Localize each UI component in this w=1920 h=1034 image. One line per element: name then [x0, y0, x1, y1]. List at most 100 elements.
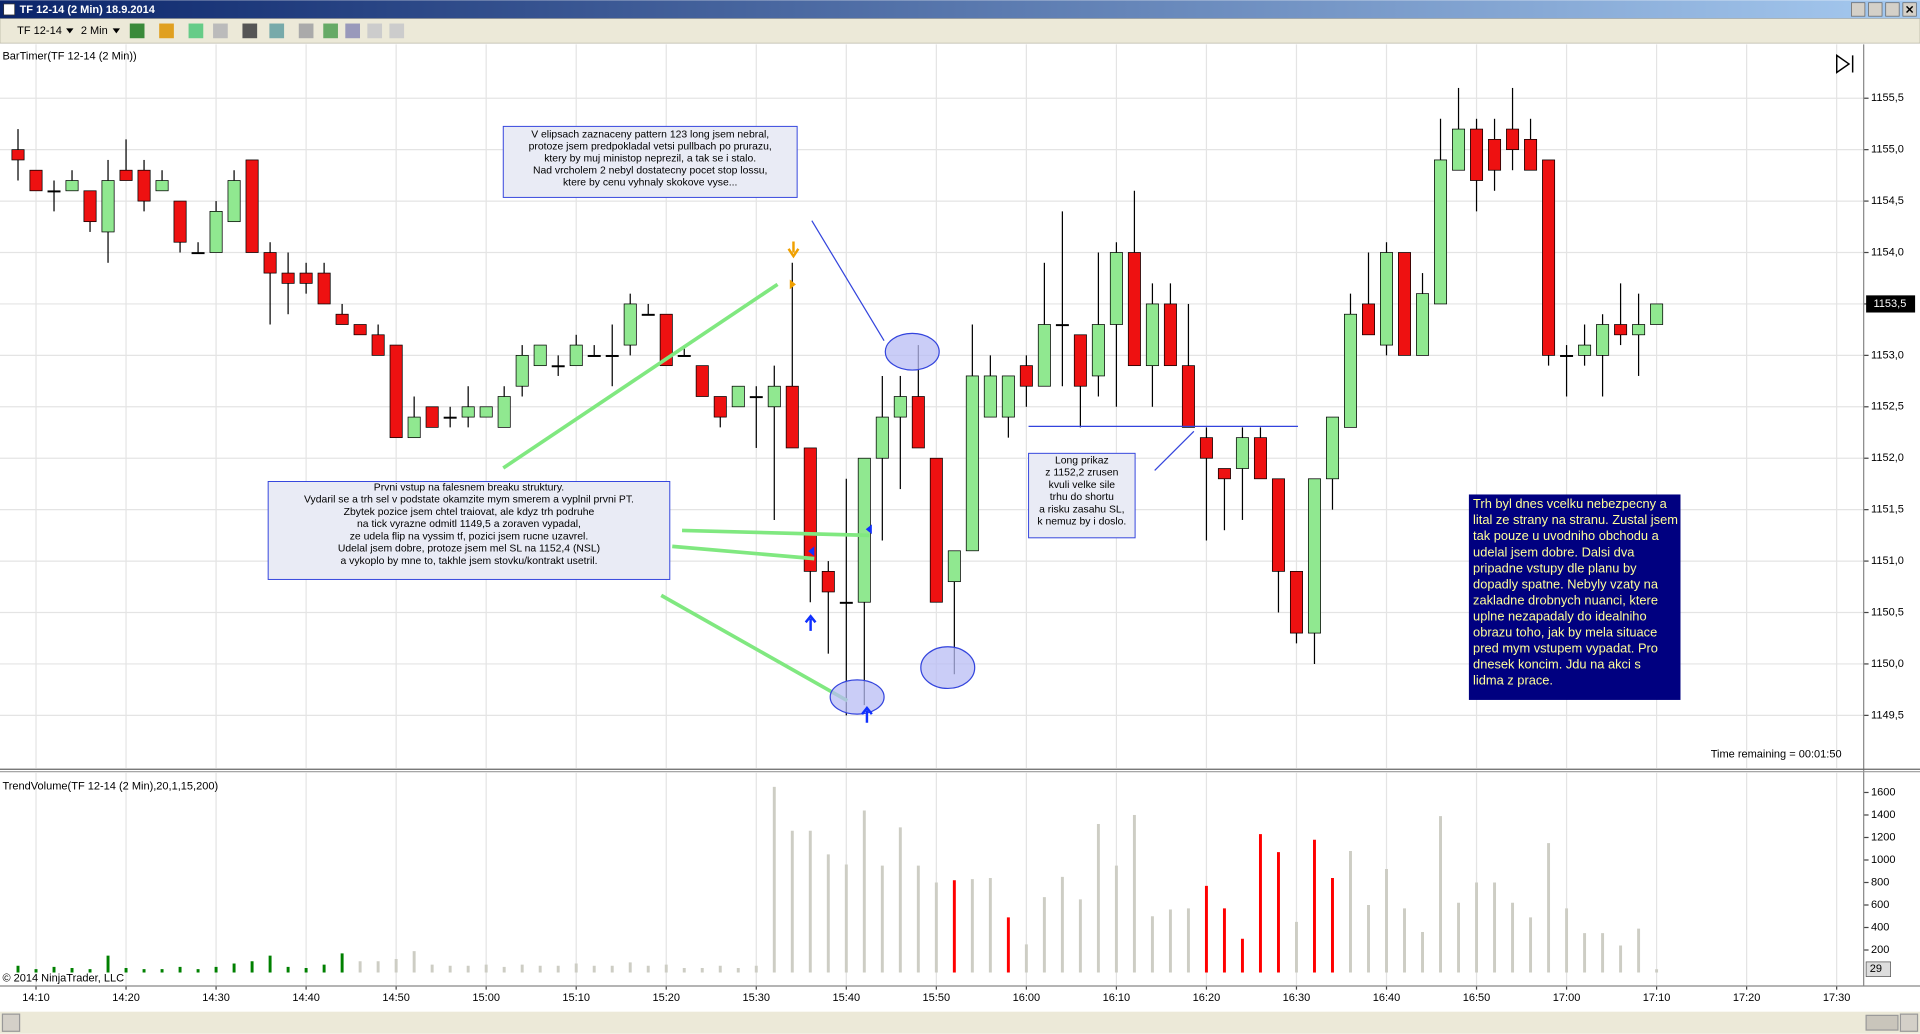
candle-body [929, 457, 943, 603]
volume-bar [214, 966, 218, 973]
candle-body [569, 344, 583, 367]
dropdown-arrow[interactable] [112, 28, 120, 34]
print-button[interactable] [367, 23, 383, 39]
crosshair-button[interactable] [242, 23, 258, 39]
y-tick-label: 400 [1871, 921, 1889, 933]
volume-bar [862, 810, 866, 973]
properties-button[interactable] [298, 23, 314, 39]
scroll-left-button[interactable] [1, 1013, 21, 1032]
y-tick-label: 1150,5 [1871, 606, 1904, 618]
copyright: © 2014 NinjaTrader, LLC [2, 973, 124, 985]
volume-bar [1637, 928, 1641, 973]
exit-marker [865, 524, 872, 535]
annotation-text: Udelal jsem dobre, protoze jsem mel SL n… [338, 544, 600, 555]
volume-bar [826, 854, 830, 973]
zoom-button[interactable] [269, 23, 285, 39]
candle-body [695, 365, 709, 397]
volume-bar [736, 968, 740, 973]
template-button[interactable] [389, 23, 405, 39]
candle-body [227, 180, 241, 223]
annotations: V elipsach zaznaceny pattern 123 long js… [267, 125, 1681, 700]
y-tick-label: 1155,0 [1871, 144, 1904, 156]
entry-arrow [861, 706, 873, 723]
candle-body [497, 396, 511, 428]
volume-bar [1114, 865, 1118, 973]
annotation-text: Prvni vstup na falesnem breaku struktury… [374, 482, 564, 493]
volume-bar [1529, 917, 1533, 973]
dropdown-arrow[interactable] [66, 28, 74, 34]
price-panel-title: BarTimer(TF 12-14 (2 Min)) [2, 50, 136, 62]
volume-bar [574, 963, 578, 973]
annotation-text: trhu do shortu [1050, 492, 1114, 503]
strategy-button[interactable] [213, 23, 228, 39]
volume-bar [1132, 814, 1136, 973]
instrument-selector[interactable]: TF 12-14 [17, 25, 62, 37]
candle-body [1470, 128, 1484, 181]
volume-bar [1601, 933, 1605, 973]
volume-bar [682, 968, 686, 973]
volume-bar [142, 969, 146, 973]
drawn-ellipse [884, 332, 940, 371]
pin-button[interactable] [1851, 2, 1866, 17]
scroll-to-end-button[interactable] [1836, 53, 1854, 74]
snapshot-button[interactable] [345, 23, 360, 39]
y-tick-label: 1600 [1871, 786, 1896, 798]
volume-bar [988, 877, 992, 973]
restore-button[interactable] [1885, 2, 1900, 17]
volume-bar [106, 955, 110, 973]
data-box-button[interactable] [323, 23, 338, 39]
candle-body [965, 375, 979, 552]
candle-body [713, 396, 727, 418]
annotation-text: a vykoplo by mne to, takhle jsem stovku/… [340, 556, 597, 567]
volume-bar [16, 965, 20, 973]
scroll-right-button[interactable] [1899, 1013, 1919, 1032]
candle-body [191, 252, 205, 255]
candle-body [1019, 365, 1033, 387]
candle-body [1434, 159, 1448, 305]
candle-body [1325, 416, 1339, 480]
add-indicator-button[interactable] [188, 23, 204, 39]
scrollbar[interactable] [0, 1011, 1920, 1034]
candle-body [749, 396, 763, 399]
volume-bar [1186, 908, 1190, 973]
minimize-button[interactable] [1868, 2, 1883, 17]
annotation-text: udelal jsem dobre. Dalsi dva [1473, 544, 1635, 559]
x-tick-label: 14:30 [202, 992, 230, 1004]
y-tick-label: 1152,0 [1871, 452, 1904, 464]
x-tick-label: 14:20 [112, 992, 140, 1004]
annotation-text: Nad vrcholem 2 nebyl dostatecny pocet st… [533, 166, 767, 177]
interval-selector[interactable]: 2 Min [81, 25, 108, 37]
candle-body [119, 169, 133, 181]
x-tick-label: 15:50 [923, 992, 951, 1004]
y-tick-label: 1151,0 [1871, 555, 1904, 567]
candle-body [209, 210, 223, 253]
drawing-tool-button[interactable] [159, 23, 174, 39]
candle-body [281, 272, 295, 284]
volume-bar [790, 830, 794, 973]
bar-timer: Time remaining = 00:01:50 [1711, 748, 1842, 760]
annotation-text: ktery by muj ministop neprezil, a tak se… [544, 154, 756, 165]
candle-body [263, 252, 277, 274]
candle-body [947, 550, 961, 583]
x-tick-label: 15:30 [742, 992, 770, 1004]
volume-bar [502, 966, 506, 973]
x-tick-label: 15:10 [562, 992, 590, 1004]
volume-bar [1349, 850, 1352, 973]
y-tick-label: 200 [1871, 944, 1889, 956]
y-tick-label: 1200 [1871, 831, 1896, 843]
volume-bar [538, 965, 542, 973]
drawn-line [502, 282, 779, 470]
volume-bar [484, 964, 488, 973]
x-tick-label: 16:20 [1193, 992, 1221, 1004]
bar-type-button[interactable] [129, 23, 145, 39]
y-tick-label: 1149,5 [1871, 709, 1904, 721]
candle-body [1271, 478, 1285, 572]
annotation-text: pred mym vstupem vypadat. Pro [1473, 641, 1658, 656]
candle-body [1524, 138, 1538, 171]
volume-bar [970, 879, 974, 973]
volume-bar [646, 965, 650, 973]
scroll-thumb[interactable] [1865, 1014, 1899, 1031]
volume-bar [196, 969, 200, 973]
toolbar [0, 18, 1920, 44]
volume-bar [880, 865, 884, 973]
